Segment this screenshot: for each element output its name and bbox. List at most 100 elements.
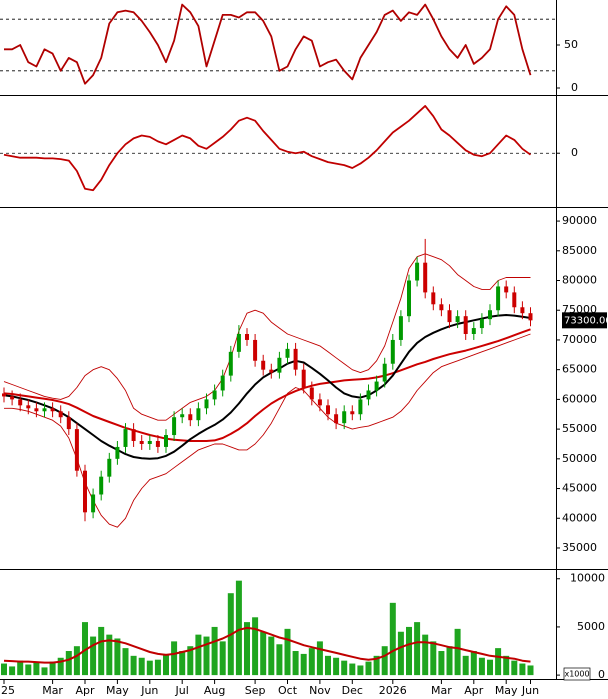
y-tick-label: 0 (598, 668, 605, 681)
y-tick-label: 10000 (570, 572, 605, 585)
candle-body (155, 440, 160, 447)
volume-bar (252, 617, 259, 676)
volume-bar (1, 663, 7, 676)
x-tick-label: Mar (42, 684, 63, 697)
y-tick-label: 50000 (562, 452, 597, 465)
volume-bar (171, 641, 178, 676)
candle-body (309, 387, 314, 400)
x-tick-label: Jun (140, 684, 158, 697)
y-tick-label: 55000 (562, 422, 597, 435)
volume-bar (82, 622, 88, 676)
volume-bar (203, 636, 210, 676)
volume-bar (154, 659, 161, 676)
candle-body (496, 286, 501, 311)
candle-body (91, 494, 96, 513)
candle-body (180, 414, 185, 418)
volume-bar (276, 644, 283, 676)
line (3, 314, 531, 460)
candle-body (10, 396, 15, 400)
y-tick-label: 50 (564, 38, 578, 51)
line (4, 333, 531, 528)
volume-bar (349, 663, 356, 676)
volume-bar (163, 653, 169, 676)
x-tick-label: Apr (75, 684, 95, 697)
candle-body (58, 411, 63, 418)
candle-body (463, 316, 468, 335)
volume-bar (438, 651, 445, 676)
volume-bar (17, 660, 24, 676)
x-tick-label: Jul (175, 684, 189, 697)
candle-body (374, 381, 379, 391)
candle-body (407, 280, 411, 317)
candle-body (253, 339, 258, 361)
volume-bar (365, 661, 372, 676)
x-tick-label: Nov (309, 684, 331, 697)
candle-body (366, 390, 371, 400)
candle-body (107, 458, 112, 477)
x-tick-label: Oct (278, 684, 298, 697)
volume-bar (300, 653, 307, 676)
candle-body (74, 429, 79, 471)
candle-body (504, 286, 509, 293)
candle-body (26, 405, 31, 409)
volume-bar (454, 628, 461, 676)
candle-body (139, 440, 144, 444)
volume-bar (470, 651, 477, 676)
volume-bar (373, 655, 380, 676)
candle-body (301, 369, 306, 388)
volume-bar (268, 636, 275, 676)
x-tick-label: Jun (521, 684, 539, 697)
candle-body (34, 408, 39, 412)
candle-body (293, 348, 298, 370)
volume-bar (333, 657, 340, 676)
candle-body (334, 414, 339, 424)
unit-box (563, 667, 591, 681)
volume-bar (519, 663, 526, 676)
line (4, 3, 532, 85)
candle-body (431, 292, 436, 305)
candle-body (479, 319, 484, 329)
line (3, 105, 532, 192)
volume-bar (414, 622, 421, 676)
candle-body (228, 351, 233, 376)
volume-bar (25, 664, 32, 676)
candle-body (423, 262, 428, 293)
volume-bar (478, 657, 485, 676)
candle-body (83, 470, 87, 513)
volume-bar (389, 602, 396, 676)
volume-bar (292, 651, 299, 676)
volume-bar (284, 628, 291, 676)
volume-bar (195, 634, 202, 676)
candle-body (342, 411, 347, 424)
candle-body (66, 417, 71, 430)
volume-bar (422, 634, 429, 676)
candle-body (261, 360, 266, 370)
candle-body (512, 292, 517, 308)
volume-bar (308, 648, 315, 676)
candle-body (398, 316, 403, 340)
x-tick-label: Mar (431, 684, 452, 697)
candle-body (528, 313, 533, 321)
y-tick-label: 60000 (562, 392, 597, 405)
volume-bar (316, 641, 323, 676)
volume-bar (430, 641, 437, 676)
volume-bar (9, 666, 16, 676)
volume-bar (65, 651, 72, 676)
y-tick-label: 0 (571, 81, 578, 94)
y-tick-label: 45000 (562, 482, 597, 495)
x-tick-label: 25 (1, 684, 15, 697)
candle-body (196, 408, 201, 421)
volume-bar (244, 622, 250, 676)
y-tick-label: 90000 (562, 214, 597, 227)
volume-bar (341, 660, 348, 676)
volume-bar (325, 655, 331, 676)
volume-bar (462, 655, 469, 676)
candle-body (212, 390, 217, 400)
y-tick-label: 65000 (562, 363, 597, 376)
candle-body (439, 304, 444, 311)
candle-body (382, 363, 387, 382)
y-tick-label: 40000 (562, 511, 597, 524)
volume-bar (235, 580, 242, 676)
